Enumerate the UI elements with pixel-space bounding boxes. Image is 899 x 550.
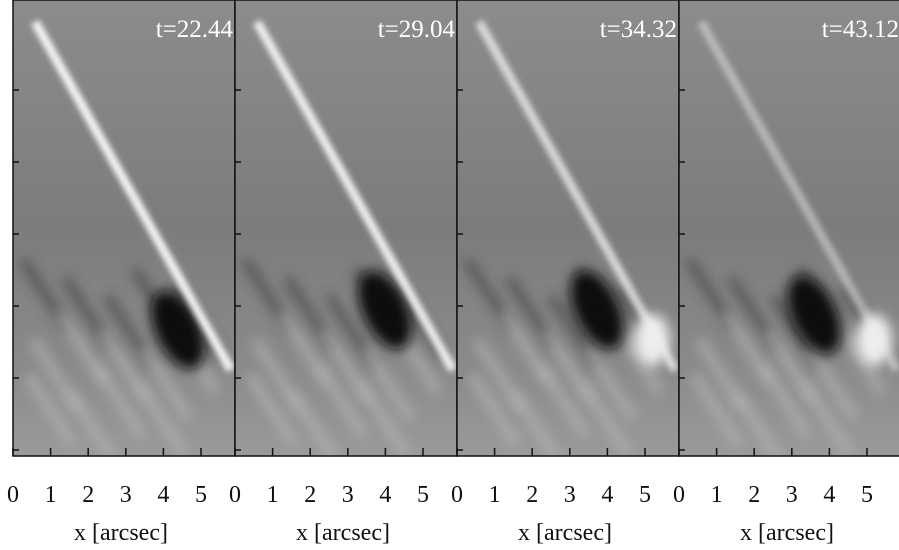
image-panel	[679, 0, 899, 456]
texture	[246, 372, 299, 448]
texture	[288, 390, 338, 456]
texture	[801, 381, 854, 456]
image-panel	[13, 0, 235, 456]
texture	[93, 363, 146, 439]
bright-streak	[475, 19, 679, 373]
time-label: t=34.32	[600, 16, 677, 43]
texture	[579, 381, 632, 456]
texture	[690, 372, 743, 448]
x-tick-label: 4	[157, 482, 169, 508]
panel-frame	[678, 0, 899, 457]
dark-blob	[787, 275, 841, 355]
x-tick-label: 3	[120, 482, 132, 508]
image-panel	[457, 0, 679, 456]
bright-blob	[634, 314, 670, 366]
texture	[315, 363, 368, 439]
x-tick-label: 0	[451, 482, 463, 508]
texture	[806, 346, 859, 422]
texture	[537, 363, 590, 439]
x-tick-label: 1	[267, 482, 279, 508]
x-tick-label: 0	[673, 482, 685, 508]
texture	[732, 390, 782, 456]
time-label: t=22.44	[156, 16, 234, 43]
bright-streak	[253, 19, 457, 373]
x-tick-label: 4	[601, 482, 613, 508]
image-panel	[235, 0, 457, 456]
texture	[833, 319, 886, 395]
x-tick-label: 5	[861, 482, 873, 508]
x-tick-label: 0	[229, 482, 241, 508]
x-tick-label: 3	[564, 482, 576, 508]
x-tick-label: 1	[489, 482, 501, 508]
x-tick-label: 3	[342, 482, 354, 508]
texture	[510, 390, 560, 456]
texture	[362, 346, 415, 422]
texture	[468, 372, 521, 448]
time-label: t=29.04	[378, 16, 456, 43]
x-axis-label: x [arcsec]	[74, 520, 168, 546]
x-axis-label: x [arcsec]	[518, 520, 612, 546]
texture	[140, 346, 193, 422]
texture	[357, 381, 410, 456]
bright-streak	[31, 19, 235, 373]
x-tick-label: 4	[379, 482, 391, 508]
x-tick-label: 4	[823, 482, 835, 508]
bright-blob	[856, 314, 892, 366]
panel-bg	[457, 0, 679, 456]
x-tick-label: 5	[195, 482, 207, 508]
x-tick-label: 5	[417, 482, 429, 508]
x-tick-label: 2	[82, 482, 94, 508]
bright-streak	[697, 19, 899, 373]
x-tick-label: 2	[748, 482, 760, 508]
x-axis-label: x [arcsec]	[296, 520, 390, 546]
time-label: t=43.12	[822, 16, 899, 43]
dark-blob	[570, 270, 624, 350]
dark-blob	[358, 270, 412, 350]
panel-bg	[679, 0, 899, 456]
texture	[759, 363, 812, 439]
texture	[66, 390, 116, 456]
x-tick-label: 2	[304, 482, 316, 508]
x-tick-label: 5	[639, 482, 651, 508]
x-tick-label: 1	[711, 482, 723, 508]
texture	[135, 381, 188, 456]
panel-bg	[13, 0, 235, 456]
x-tick-label: 2	[526, 482, 538, 508]
texture	[584, 346, 637, 422]
panel-bg	[235, 0, 457, 456]
texture	[24, 372, 77, 448]
x-tick-label: 0	[7, 482, 19, 508]
x-axis-label: x [arcsec]	[740, 520, 834, 546]
x-tick-label: 1	[45, 482, 57, 508]
dark-blob	[151, 290, 205, 370]
x-tick-label: 3	[786, 482, 798, 508]
